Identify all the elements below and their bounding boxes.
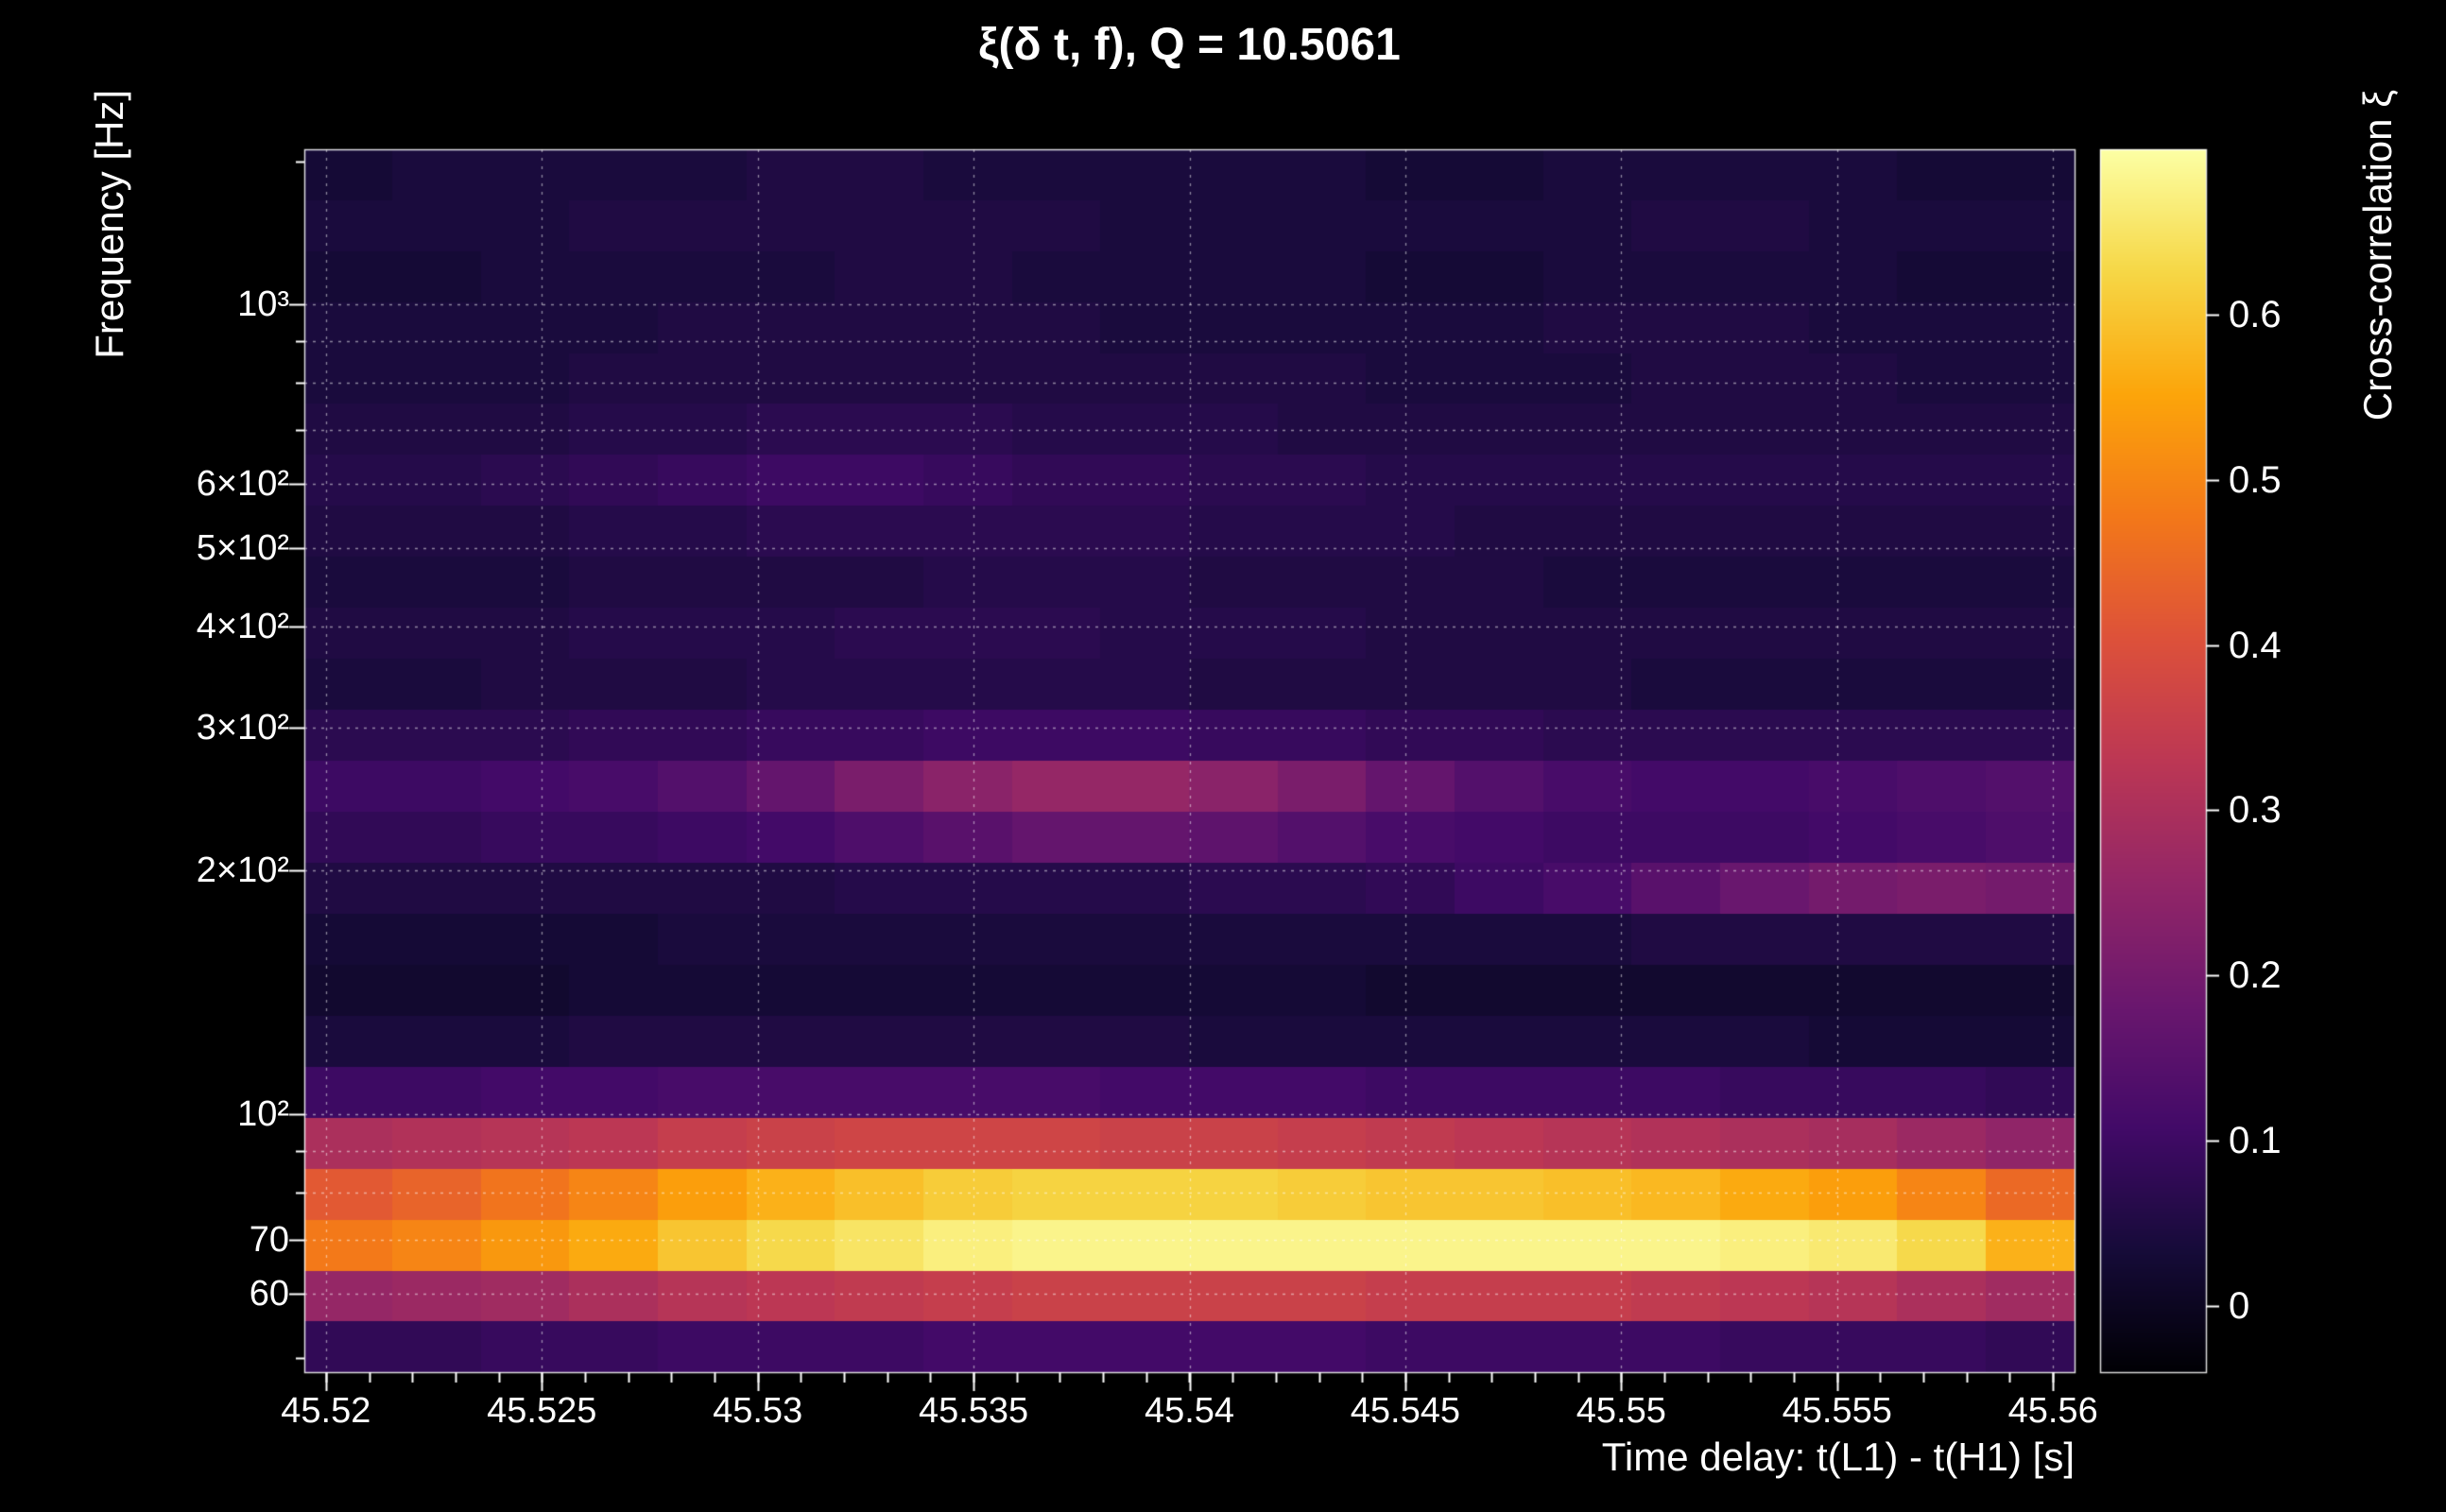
- x-tick-label: 45.555: [1782, 1391, 1892, 1431]
- chart-title: ξ(δ t, f), Q = 10.5061: [978, 20, 1401, 70]
- colorbar-tick-label: 0: [2229, 1285, 2250, 1328]
- y-tick-label: 6×10²: [196, 464, 289, 505]
- x-axis-label: Time delay: t(L1) - t(H1) [s]: [1601, 1435, 2075, 1479]
- y-tick-label: 60: [249, 1273, 289, 1314]
- colorbar-tick-label: 0.2: [2229, 954, 2282, 997]
- x-tick-label: 45.535: [918, 1391, 1029, 1431]
- x-tick-label: 45.525: [487, 1391, 597, 1431]
- y-tick-label: 3×10²: [196, 708, 289, 748]
- colorbar-tick-label: 0.1: [2229, 1120, 2282, 1162]
- x-tick-label: 45.54: [1144, 1391, 1235, 1431]
- colorbar-label: Cross-correlation ξ: [2355, 90, 2400, 421]
- y-tick-label: 10²: [237, 1093, 289, 1134]
- x-tick-label: 45.52: [281, 1391, 371, 1431]
- y-tick-label: 70: [249, 1219, 289, 1260]
- colorbar-tick-label: 0.6: [2229, 293, 2282, 335]
- colorbar-tick-label: 0.4: [2229, 624, 2282, 666]
- y-tick-label: 5×10²: [196, 527, 289, 568]
- y-tick-label: 10³: [237, 284, 289, 325]
- x-tick-label: 45.545: [1350, 1391, 1461, 1431]
- x-tick-label: 45.56: [2007, 1391, 2098, 1431]
- colorbar-tick-label: 0.3: [2229, 789, 2282, 832]
- x-tick-label: 45.55: [1576, 1391, 1666, 1431]
- colorbar-tick-label: 0.5: [2229, 458, 2282, 501]
- y-axis-label: Frequency [Hz]: [87, 90, 131, 359]
- x-tick-label: 45.53: [713, 1391, 803, 1431]
- y-tick-label: 4×10²: [196, 607, 289, 646]
- y-tick-label: 2×10²: [196, 850, 289, 890]
